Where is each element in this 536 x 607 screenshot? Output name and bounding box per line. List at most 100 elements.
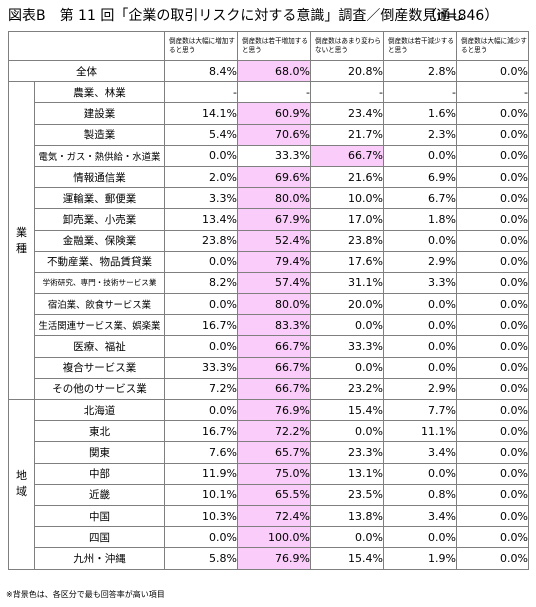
value-cell: 0.0% xyxy=(383,144,457,167)
value-cell: 66.7% xyxy=(237,335,311,358)
value-cell: 0.0% xyxy=(456,462,529,485)
value-cell: 10.3% xyxy=(164,504,238,528)
value-cell: 0.0% xyxy=(164,250,238,273)
row-label: 複合サービス業 xyxy=(34,356,165,379)
row-label: 電気・ガス・熱供給・水道業 xyxy=(34,144,165,167)
value-cell: 67.9% xyxy=(237,208,311,231)
header-corner xyxy=(8,31,165,61)
value-cell: 10.0% xyxy=(310,187,384,210)
value-cell: 15.4% xyxy=(310,398,384,422)
row-label: 運輸業、郵便業 xyxy=(34,187,165,210)
value-cell: 10.1% xyxy=(164,483,238,506)
value-cell: 16.7% xyxy=(164,420,238,443)
value-cell: - xyxy=(237,81,311,104)
table-row: 九州・沖縄 5.8% 76.9% 15.4% 1.9% 0.0% xyxy=(9,547,529,570)
value-cell: 66.7% xyxy=(237,356,311,379)
table-row: 東北 16.7% 72.2% 0.0% 11.1% 0.0% xyxy=(9,420,529,443)
column-header: 倒産数は大幅に増加すると思う xyxy=(164,31,238,61)
table-row: 中国 10.3% 72.4% 13.8% 3.4% 0.0% xyxy=(9,504,529,528)
value-cell: 33.3% xyxy=(164,356,238,379)
value-cell: 23.4% xyxy=(310,102,384,125)
table-row: その他のサービス業 7.2% 66.7% 23.2% 2.9% 0.0% xyxy=(9,377,529,401)
value-cell: 72.4% xyxy=(237,504,311,528)
value-cell: 23.5% xyxy=(310,483,384,506)
row-label: 東北 xyxy=(34,420,165,443)
value-cell: 17.0% xyxy=(310,208,384,231)
value-cell: 20.0% xyxy=(310,293,384,316)
value-cell: 0.0% xyxy=(310,526,384,549)
value-cell: 0.0% xyxy=(456,293,529,316)
value-cell: 3.4% xyxy=(383,441,457,464)
value-cell: 8.2% xyxy=(164,271,238,295)
value-cell: 2.3% xyxy=(383,123,457,146)
row-label: 宿泊業、飲食サービス業 xyxy=(34,293,165,316)
value-cell: 65.5% xyxy=(237,483,311,506)
figure-title: 図表B 第 11 回「企業の取引リスクに対する意識」調査／倒産数見通し （n=8… xyxy=(8,4,528,28)
table-row: 全体 8.4% 68.0% 20.8% 2.8% 0.0% xyxy=(8,59,529,83)
table-body: 全体 8.4% 68.0% 20.8% 2.8% 0.0% 業種 農業、林業 - - - - - 建設業 1… xyxy=(8,59,529,570)
value-cell: 0.0% xyxy=(456,187,529,210)
value-cell: - xyxy=(383,81,457,104)
value-cell: 0.0% xyxy=(456,165,529,189)
value-cell: 0.0% xyxy=(456,335,529,358)
row-label: 農業、林業 xyxy=(34,81,165,104)
table-row: 業種 農業、林業 - - - - - xyxy=(8,81,529,400)
figure-title-main: 図表B 第 11 回「企業の取引リスクに対する意識」調査／倒産数見通し xyxy=(8,8,465,24)
value-cell: 0.0% xyxy=(164,398,238,422)
value-cell: 79.4% xyxy=(237,250,311,273)
value-cell: 0.0% xyxy=(383,335,457,358)
value-cell: 31.1% xyxy=(310,271,384,295)
row-label: その他のサービス業 xyxy=(34,377,165,401)
value-cell: 0.0% xyxy=(164,335,238,358)
value-cell: 11.9% xyxy=(164,462,238,485)
value-cell: 13.1% xyxy=(310,462,384,485)
value-cell: 1.9% xyxy=(383,547,457,570)
value-cell: 23.8% xyxy=(164,229,238,252)
table-row: 生活関連サービス業、娯楽業 16.7% 83.3% 0.0% 0.0% 0.0% xyxy=(9,314,529,337)
value-cell: 57.4% xyxy=(237,271,311,295)
group-label: 業種 xyxy=(8,81,35,400)
value-cell: - xyxy=(456,81,529,104)
group-label-text: 地域 xyxy=(16,469,27,499)
row-label: 建設業 xyxy=(34,102,165,125)
value-cell: 16.7% xyxy=(164,314,238,337)
value-cell: 13.4% xyxy=(164,208,238,231)
table-row: 運輸業、郵便業 3.3% 80.0% 10.0% 6.7% 0.0% xyxy=(9,187,529,210)
row-label: 九州・沖縄 xyxy=(34,547,165,570)
table-row: 不動産業、物品賃貸業 0.0% 79.4% 17.6% 2.9% 0.0% xyxy=(9,250,529,273)
value-cell: 66.7% xyxy=(310,144,384,167)
value-cell: 2.9% xyxy=(383,377,457,401)
value-cell: 0.0% xyxy=(383,314,457,337)
value-cell: 0.0% xyxy=(456,271,529,295)
row-label: 関東 xyxy=(34,441,165,464)
table-row: 電気・ガス・熱供給・水道業 0.0% 33.3% 66.7% 0.0% 0.0% xyxy=(9,144,529,167)
table-row: 関東 7.6% 65.7% 23.3% 3.4% 0.0% xyxy=(9,441,529,464)
value-cell: 68.0% xyxy=(237,59,311,83)
value-cell: 0.0% xyxy=(310,420,384,443)
value-cell: 52.4% xyxy=(237,229,311,252)
value-cell: 66.7% xyxy=(237,377,311,401)
row-label: 北海道 xyxy=(34,398,165,422)
value-cell: 0.0% xyxy=(456,356,529,379)
group-label-text: 業種 xyxy=(16,225,27,255)
value-cell: 23.2% xyxy=(310,377,384,401)
value-cell: 83.3% xyxy=(237,314,311,337)
value-cell: 0.0% xyxy=(383,356,457,379)
value-cell: 13.8% xyxy=(310,504,384,528)
value-cell: 0.0% xyxy=(456,314,529,337)
value-cell: 0.0% xyxy=(456,123,529,146)
value-cell: 0.0% xyxy=(456,398,529,422)
group-label: 地域 xyxy=(8,399,35,570)
value-cell: 23.3% xyxy=(310,441,384,464)
value-cell: 100.0% xyxy=(237,526,311,549)
value-cell: 17.6% xyxy=(310,250,384,273)
row-label: 生活関連サービス業、娯楽業 xyxy=(34,314,165,337)
value-cell: 0.0% xyxy=(456,483,529,506)
footnote: ※背景色は、各区分で最も回答率が高い項目 xyxy=(6,590,165,599)
value-cell: 0.8% xyxy=(383,483,457,506)
value-cell: 0.0% xyxy=(456,377,529,401)
value-cell: 8.4% xyxy=(164,59,238,83)
value-cell: 76.9% xyxy=(237,398,311,422)
value-cell: - xyxy=(310,81,384,104)
value-cell: 0.0% xyxy=(456,420,529,443)
